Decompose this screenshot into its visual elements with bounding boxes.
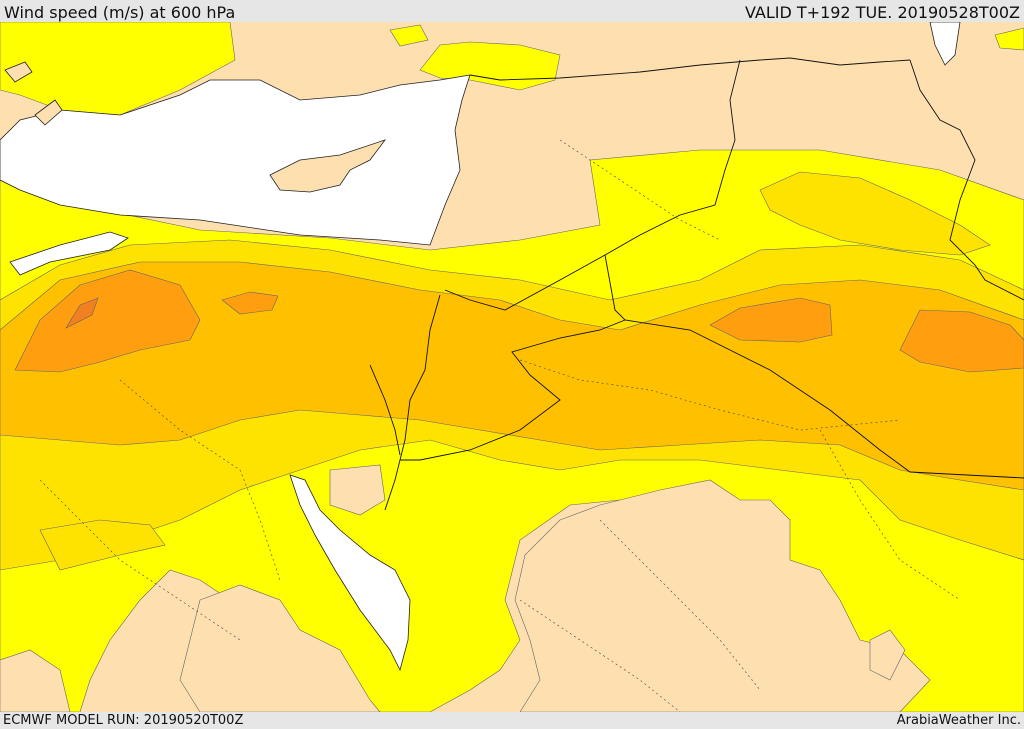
contour-region	[869, 629, 906, 681]
contour-region	[4, 61, 33, 83]
header-bar: Wind speed (m/s) at 600 hPa VALID T+192 …	[0, 0, 1024, 22]
credit-label: ArabiaWeather Inc.	[896, 713, 1021, 728]
contour-region	[0, 649, 71, 712]
valid-time-label: VALID T+192 TUE. 20190528T00Z	[744, 3, 1020, 22]
contour-region	[34, 99, 63, 126]
red-sea	[289, 474, 411, 672]
contour-region	[221, 291, 279, 315]
contour-region	[899, 309, 1024, 373]
country-borders	[369, 57, 1024, 511]
footer-bar: ECMWF MODEL RUN: 20190520T00Z ArabiaWeat…	[0, 712, 1024, 729]
contour-region	[39, 519, 166, 571]
model-run-label: ECMWF MODEL RUN: 20190520T00Z	[3, 713, 244, 728]
wind-level-5-region	[65, 297, 99, 329]
cyprus-island	[269, 139, 387, 193]
mediterranean-sea	[0, 74, 471, 246]
contour-region	[994, 27, 1024, 51]
contour-region	[329, 464, 386, 516]
contour-region	[709, 297, 833, 343]
contour-region	[9, 231, 129, 276]
wind-map	[0, 22, 1024, 712]
contour-region	[179, 584, 381, 712]
contour-region	[929, 22, 961, 66]
wind-level-4-region	[14, 269, 201, 373]
map-title: Wind speed (m/s) at 600 hPa	[4, 3, 236, 22]
contour-region	[759, 171, 991, 256]
admin-boundaries	[39, 139, 961, 712]
contour-region	[389, 24, 429, 47]
